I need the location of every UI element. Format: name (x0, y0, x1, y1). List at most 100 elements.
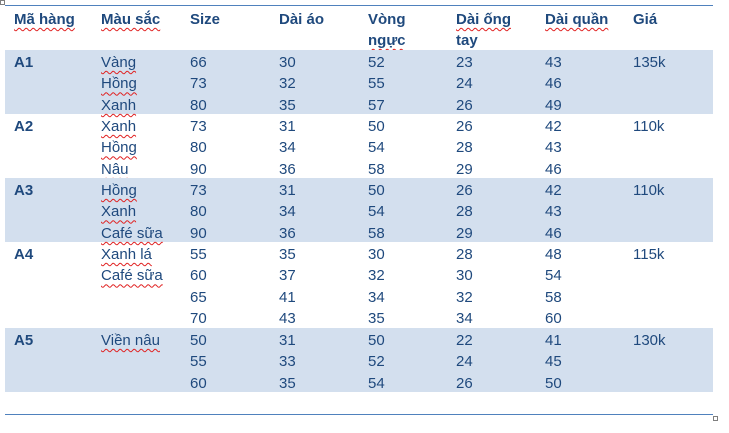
product-code: A2 (14, 118, 34, 135)
measurement-cell: 73 (190, 182, 207, 199)
color-value: Café sữa (101, 267, 163, 285)
measurement-cell: 43 (279, 310, 296, 328)
product-code: A5 (14, 332, 34, 349)
column-header: Màu sắc (101, 11, 161, 28)
measurement-cell: 32 (279, 75, 296, 93)
product-code: A4 (14, 246, 34, 263)
measurement-cell: 50 (368, 118, 385, 135)
column-header: Mã hàng (14, 11, 75, 28)
color-value: Xanh (101, 203, 137, 221)
column-header: Vòng (368, 11, 406, 28)
column-header: tay (456, 32, 478, 49)
color-value: Café sữa (101, 224, 163, 242)
measurement-cell: 80 (190, 139, 207, 157)
measurement-cell: 90 (190, 224, 207, 242)
table-resize-handle[interactable] (713, 416, 718, 421)
measurement-cell: 32 (368, 267, 385, 285)
measurement-cell: 35 (279, 246, 296, 263)
color-value: Hồng (101, 139, 137, 157)
measurement-cell: 48 (545, 246, 562, 263)
measurement-cell: 35 (279, 374, 296, 392)
measurement-cell: 43 (545, 139, 562, 157)
measurement-cell: 60 (190, 374, 207, 392)
measurement-cell: 28 (456, 246, 473, 263)
measurement-cell: 24 (456, 353, 473, 371)
measurement-cell: 42 (545, 118, 562, 135)
measurement-cell: 29 (456, 160, 473, 178)
measurement-cell: 65 (190, 288, 207, 306)
measurement-cell: 31 (279, 118, 296, 135)
measurement-cell: 50 (368, 182, 385, 199)
measurement-cell: 54 (545, 267, 562, 285)
measurement-cell: 52 (368, 353, 385, 371)
measurement-cell: 90 (190, 160, 207, 178)
measurement-cell: 28 (456, 203, 473, 221)
measurement-cell: 57 (368, 96, 385, 114)
measurement-cell: 55 (190, 246, 207, 263)
measurement-cell: 70 (190, 310, 207, 328)
measurement-cell: 50 (368, 332, 385, 349)
measurement-cell: 43 (545, 54, 562, 71)
measurement-cell: 28 (456, 139, 473, 157)
measurement-cell: 31 (279, 182, 296, 199)
measurement-cell: 30 (368, 246, 385, 263)
table-bottom-border (5, 414, 713, 415)
color-value: Xanh (101, 96, 137, 114)
column-header: Size (190, 11, 221, 28)
shaded-row-band (5, 178, 713, 242)
measurement-cell: 60 (545, 310, 562, 328)
measurement-cell: 50 (545, 374, 562, 392)
measurement-cell: 58 (368, 224, 385, 242)
measurement-cell: 34 (368, 288, 385, 306)
measurement-cell: 29 (456, 224, 473, 242)
product-code: A3 (14, 182, 34, 199)
measurement-cell: 30 (456, 267, 473, 285)
color-value: Xanh lá (101, 246, 152, 263)
measurement-cell: 30 (279, 54, 296, 71)
measurement-cell: 54 (368, 139, 385, 157)
measurement-cell: 73 (190, 118, 207, 135)
column-header: Dài áo (279, 11, 325, 28)
measurement-cell: 43 (545, 203, 562, 221)
measurement-cell: 66 (190, 54, 207, 71)
measurement-cell: 46 (545, 160, 562, 178)
measurement-cell: 34 (279, 139, 296, 157)
measurement-cell: 35 (279, 96, 296, 114)
measurement-cell: 60 (190, 267, 207, 285)
measurement-cell: 26 (456, 182, 473, 199)
column-header: ngực (368, 32, 406, 49)
price-value: 110k (633, 118, 665, 135)
column-header: Giá (633, 11, 658, 28)
measurement-cell: 34 (456, 310, 473, 328)
measurement-cell: 41 (545, 332, 562, 349)
table-move-handle[interactable] (0, 0, 5, 5)
measurement-cell: 32 (456, 288, 473, 306)
measurement-cell: 26 (456, 96, 473, 114)
measurement-cell: 49 (545, 96, 562, 114)
measurement-cell: 45 (545, 353, 562, 371)
measurement-cell: 26 (456, 118, 473, 135)
color-value: Xanh (101, 118, 137, 135)
measurement-cell: 55 (368, 75, 385, 93)
price-value: 130k (633, 332, 666, 349)
color-value: Viền nâu (101, 332, 160, 349)
measurement-cell: 80 (190, 96, 207, 114)
measurement-cell: 35 (368, 310, 385, 328)
price-value: 135k (633, 54, 666, 71)
measurement-cell: 23 (456, 54, 473, 71)
measurement-cell: 26 (456, 374, 473, 392)
measurement-cell: 33 (279, 353, 296, 371)
measurement-cell: 46 (545, 75, 562, 93)
column-header: Dài quần (545, 11, 609, 28)
price-value: 110k (633, 182, 665, 199)
measurement-cell: 54 (368, 203, 385, 221)
measurement-cell: 80 (190, 203, 207, 221)
measurement-cell: 52 (368, 54, 385, 71)
measurement-cell: 58 (368, 160, 385, 178)
measurement-cell: 24 (456, 75, 473, 93)
color-value: Nâu (101, 160, 129, 178)
measurement-cell: 42 (545, 182, 562, 199)
shaded-row-band (5, 328, 713, 392)
measurement-cell: 55 (190, 353, 207, 371)
